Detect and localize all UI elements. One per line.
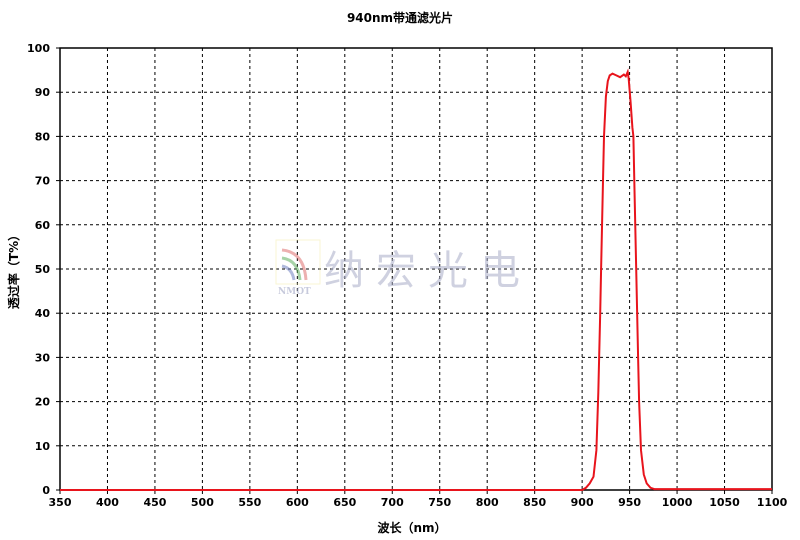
- x-axis-label: 波长（nm）: [377, 520, 446, 535]
- x-tick-label: 950: [618, 496, 641, 509]
- y-tick-label: 80: [35, 130, 51, 143]
- x-tick-label: 1050: [709, 496, 740, 509]
- x-tick-label: 650: [333, 496, 356, 509]
- x-tick-label: 500: [191, 496, 214, 509]
- watermark-logo-box: [275, 239, 321, 285]
- watermark-text: 纳宏光电: [324, 248, 532, 294]
- watermark-logo-text: NMOT: [278, 287, 311, 297]
- x-tick-label: 700: [381, 496, 404, 509]
- watermark-logo-arc-red: [281, 248, 308, 281]
- series-line: [60, 68, 772, 491]
- y-tick-label: 20: [35, 396, 51, 409]
- y-tick-label: 100: [27, 42, 50, 55]
- y-axis-label: 透过率（T%）: [6, 229, 21, 309]
- chart-title: 940nm带通滤光片: [347, 10, 453, 25]
- x-tick-label: 600: [286, 496, 309, 509]
- x-tick-label: 850: [523, 496, 546, 509]
- watermark: NMOT 纳宏光电: [275, 239, 532, 297]
- x-tick-label: 900: [571, 496, 594, 509]
- x-tick-label: 450: [143, 496, 166, 509]
- y-tick-label: 40: [35, 307, 51, 320]
- tick-labels: 350 400 450 500 550 600 650 700 750 800 850 900 950 1…: [27, 42, 788, 509]
- x-tick-label: 750: [428, 496, 451, 509]
- grid: [56, 47, 773, 494]
- y-tick-label: 0: [42, 484, 50, 497]
- x-tick-label: 550: [238, 496, 261, 509]
- watermark-logo-arc-green: [281, 256, 302, 281]
- y-tick-label: 90: [35, 86, 51, 99]
- y-tick-label: 50: [35, 263, 51, 276]
- x-tick-label: 350: [49, 496, 72, 509]
- x-tick-label: 400: [96, 496, 119, 509]
- x-tick-label: 800: [476, 496, 499, 509]
- y-tick-label: 30: [35, 351, 51, 364]
- watermark-logo-arc-blue: [281, 264, 296, 281]
- y-tick-label: 10: [35, 440, 51, 453]
- y-tick-label: 70: [35, 175, 51, 188]
- y-tick-label: 60: [35, 219, 51, 232]
- x-tick-label: 1100: [757, 496, 788, 509]
- x-tick-label: 1000: [662, 496, 693, 509]
